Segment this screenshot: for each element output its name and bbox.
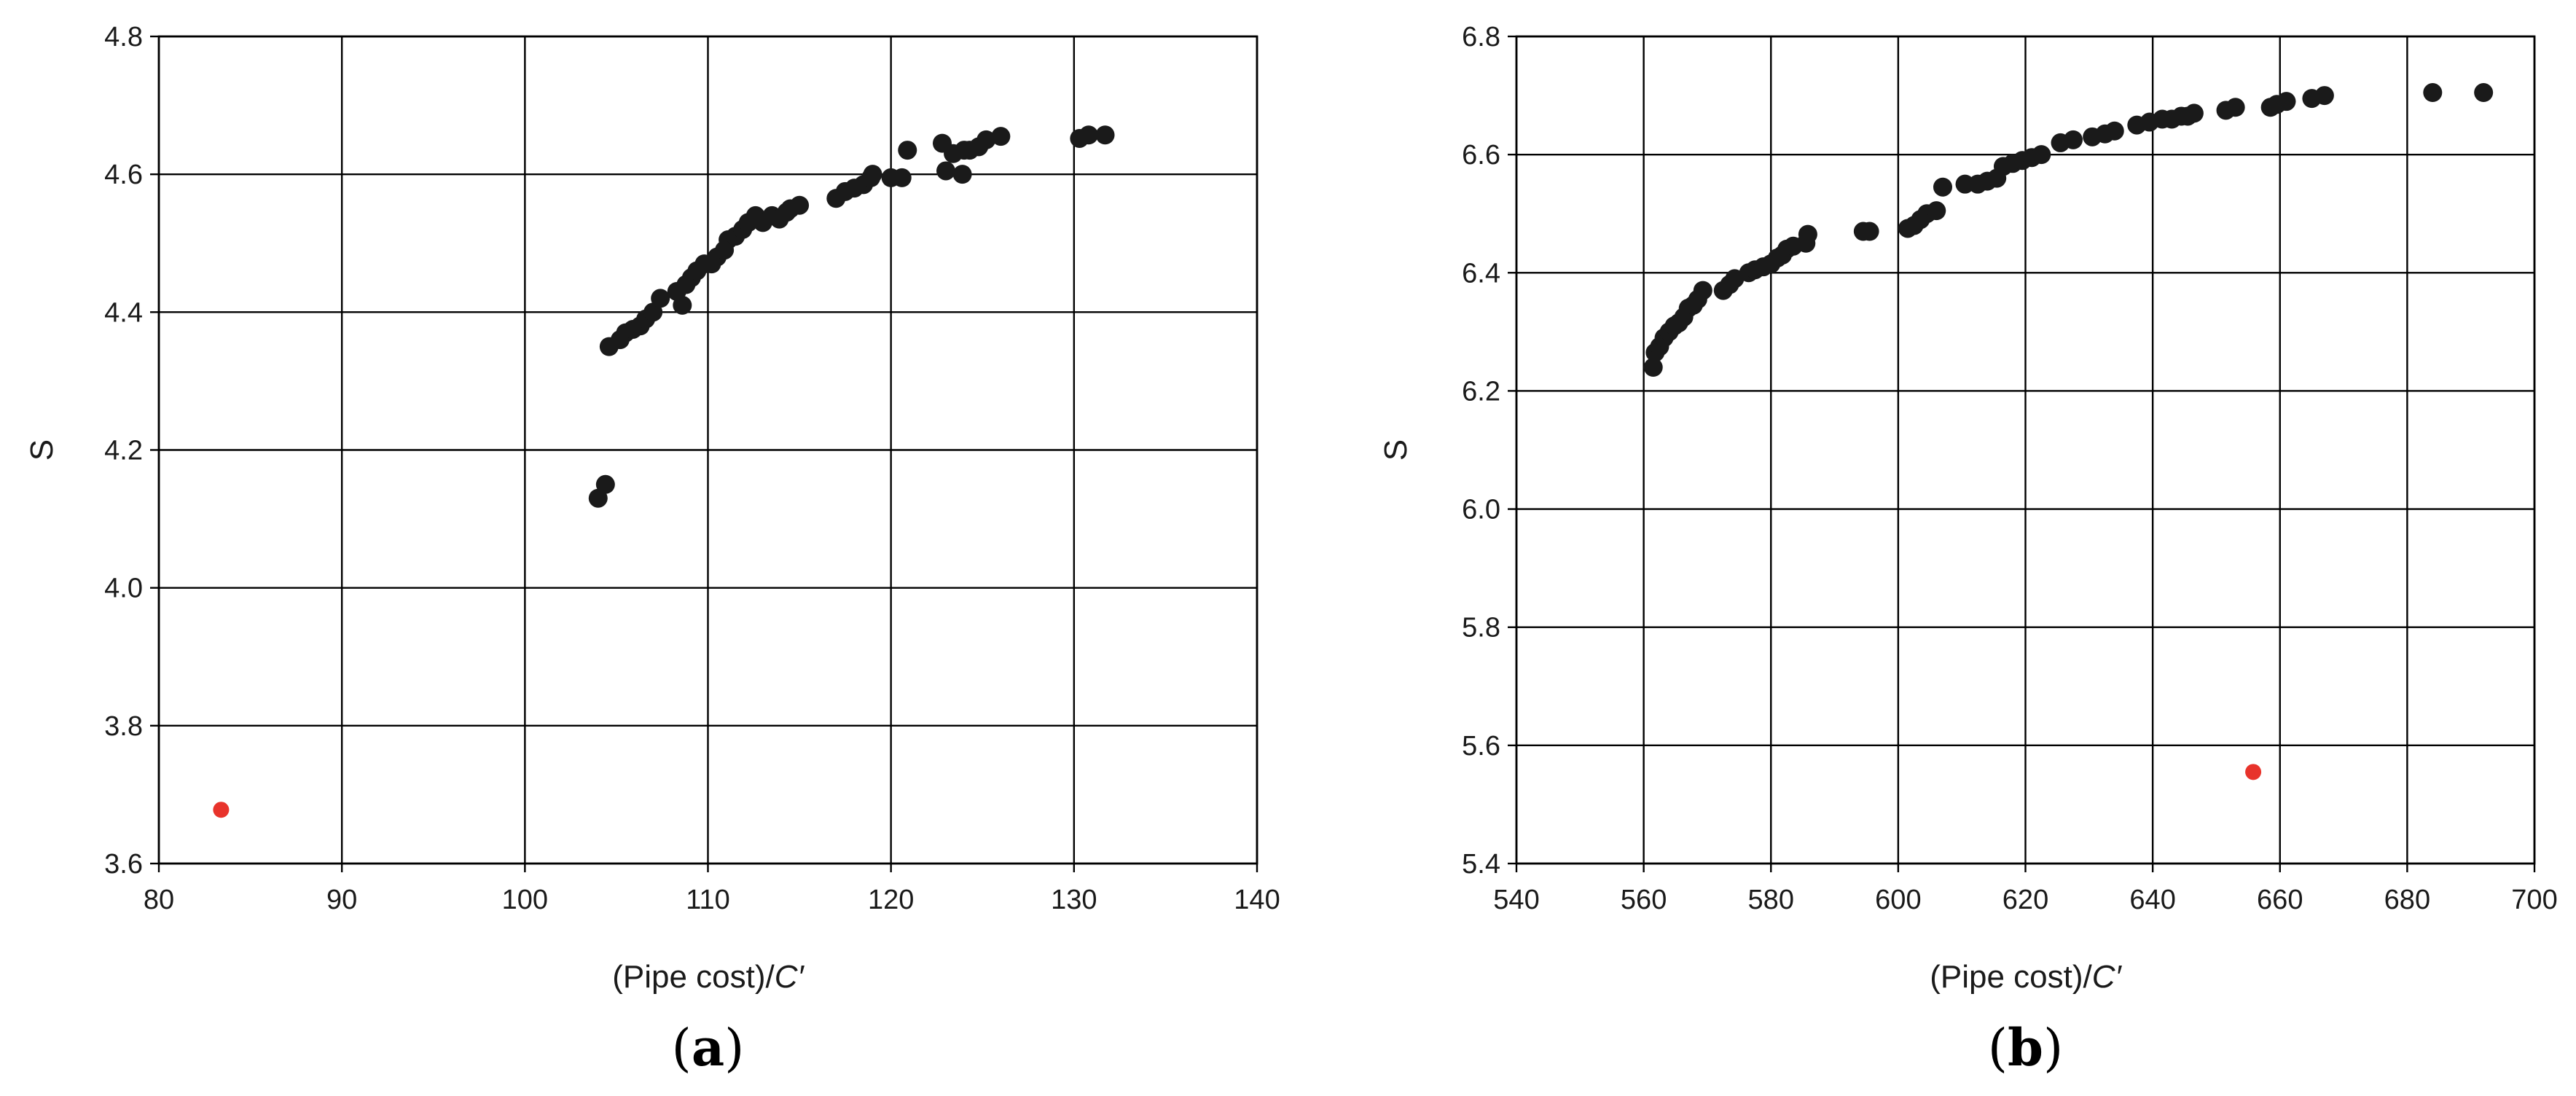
y-tick-label: 4.8 [104, 22, 143, 52]
data-point [1078, 125, 1098, 145]
x-tick-label: 560 [1621, 885, 1667, 915]
data-point [673, 295, 692, 315]
y-tick-label: 6.8 [1462, 22, 1500, 52]
y-tick-label: 3.6 [104, 849, 143, 880]
data-point [1927, 201, 1946, 221]
panel-label: (b) [1988, 1017, 2064, 1078]
chart-panel-b: 540 560 580 600 620 640 660 680 700 5.4 5.6 5.8 6.0 6… [1378, 22, 2558, 1078]
data-point [2032, 145, 2051, 165]
data-point [790, 195, 810, 215]
data-point [1643, 358, 1663, 377]
x-axis-label: (Pipe cost)/C′ [612, 959, 804, 995]
data-point [2184, 103, 2204, 123]
data-point [2063, 130, 2083, 149]
y-axis-label: S [24, 439, 60, 461]
data-point [2423, 83, 2443, 103]
data-point [991, 127, 1011, 146]
x-tick-label: 620 [2003, 885, 2048, 915]
series-1 [213, 802, 230, 818]
x-axis-label-text: (Pipe cost)/ [1930, 959, 2092, 995]
x-tick-label: 100 [502, 885, 548, 915]
x-tick-label: 120 [868, 885, 914, 915]
plot-frame [157, 35, 1258, 865]
data-point [952, 165, 972, 184]
data-point [1933, 177, 1952, 197]
y-tick-label: 4.4 [104, 297, 143, 328]
data-point [2105, 121, 2124, 141]
series-0 [1643, 83, 2494, 377]
data-point [892, 168, 912, 187]
panel-label-letter: a [692, 1017, 724, 1078]
y-tick-label: 4.2 [104, 436, 143, 466]
y-tick-label: 6.2 [1462, 376, 1500, 407]
x-tick-label: 640 [2129, 885, 2175, 915]
y-tick-label: 6.6 [1462, 140, 1500, 171]
data-point [2225, 98, 2245, 117]
x-tick-label: 140 [1234, 885, 1280, 915]
data-point [595, 474, 615, 494]
panel-label-close-paren: ) [724, 1018, 744, 1078]
data-point [2474, 83, 2494, 103]
x-axis-label-symbol: C′ [775, 959, 805, 995]
data-point [1095, 125, 1115, 145]
y-tick-label: 4.6 [104, 160, 143, 190]
y-tick-label: 6.4 [1462, 258, 1500, 289]
x-tick-label: 580 [1748, 885, 1794, 915]
panel-label-close-paren: ) [2043, 1018, 2063, 1078]
y-tick-label: 5.6 [1462, 731, 1500, 762]
data-point [976, 130, 996, 149]
data-point [651, 289, 670, 308]
y-axis-label: S [1378, 439, 1414, 461]
data-point [936, 161, 956, 181]
x-tick-label: 700 [2511, 885, 2557, 915]
y-tick-label: 3.8 [104, 711, 143, 742]
x-axis-label-symbol: C′ [2092, 959, 2123, 995]
series-0 [588, 125, 1115, 508]
y-tick-label: 5.8 [1462, 613, 1500, 643]
data-point [2314, 86, 2334, 106]
y-tick-label: 6.0 [1462, 495, 1500, 525]
x-tick-label: 90 [326, 885, 357, 915]
panel-label-open-paren: ( [1988, 1018, 2008, 1078]
panel-label: (a) [672, 1017, 745, 1078]
panel-label-open-paren: ( [672, 1018, 692, 1078]
y-tick-label: 5.4 [1462, 849, 1500, 880]
x-tick-label: 130 [1051, 885, 1097, 915]
y-tick-label: 4.0 [104, 574, 143, 604]
x-tick-label: 540 [1493, 885, 1539, 915]
panel-label-letter: b [2008, 1017, 2043, 1078]
data-point [1798, 224, 1817, 244]
data-point [2276, 92, 2296, 111]
x-tick-label: 110 [686, 885, 730, 915]
x-tick-label: 660 [2257, 885, 2303, 915]
highlighted-data-point [2245, 764, 2262, 780]
series-1 [2245, 764, 2262, 780]
data-point [1860, 222, 1879, 241]
highlighted-data-point [213, 802, 230, 818]
data-point [898, 141, 917, 160]
x-tick-label: 680 [2384, 885, 2430, 915]
data-point [863, 165, 882, 184]
x-tick-label: 600 [1875, 885, 1921, 915]
x-axis-label-text: (Pipe cost)/ [612, 959, 775, 995]
x-axis-label: (Pipe cost)/C′ [1930, 959, 2122, 995]
data-point [1693, 281, 1712, 300]
x-tick-label: 80 [144, 885, 174, 915]
plot-frame [1515, 35, 2536, 865]
chart-panel-a: 80 90 100 110 120 130 140 3.6 3.8 4.0 4.2 4.4 4.6 4.8… [24, 22, 1280, 1078]
